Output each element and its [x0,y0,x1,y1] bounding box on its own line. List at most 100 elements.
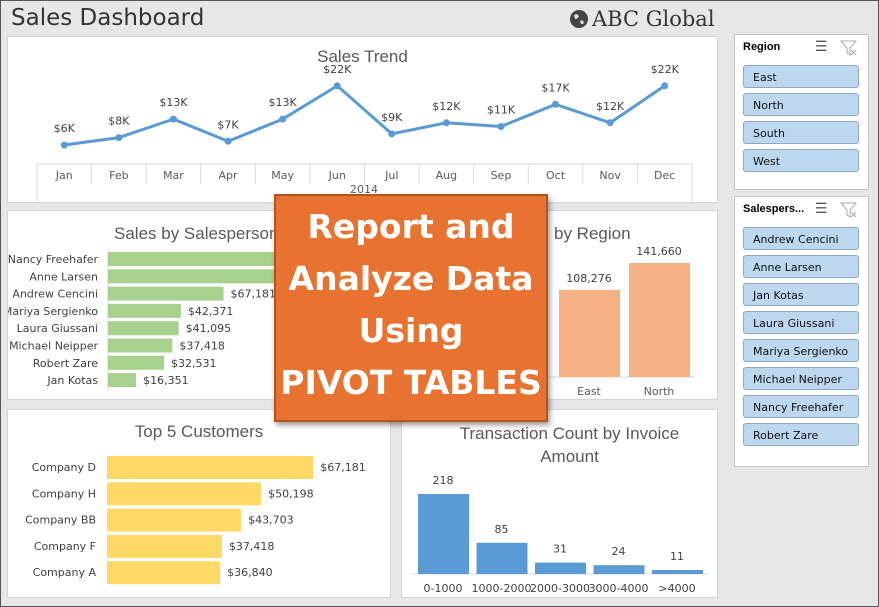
category-label: 0-1000 [424,582,463,595]
chart-title: Transaction Count by Invoice Amount [459,424,680,466]
data-label: $13K [269,96,298,109]
bar [629,262,690,377]
slicer-item[interactable]: Laura Giussani [743,311,859,334]
slicer-item[interactable]: South [743,121,859,144]
category-label: 2000-3000 [530,582,590,595]
bar [535,562,586,574]
bar [107,534,222,558]
category-label: Laura Giussani [17,322,98,335]
multi-select-icon[interactable]: ☰ [815,38,828,54]
brand-logo: ABC Global [569,7,715,31]
slicer-item[interactable]: Jan Kotas [743,283,859,306]
data-label: $6K [54,122,76,135]
brand-name: ABC Global [592,7,715,31]
transaction-plot: 218 0-1000 85 1000-2000 31 2000-3000 24 3000-40… [412,474,708,595]
category-label: 1000-2000 [472,582,532,595]
x-tick-label: Jan [55,169,73,182]
data-label: 141,660 [636,245,682,258]
bar [593,565,645,574]
data-point [279,115,287,123]
globe-icon [570,10,588,28]
slicer-item[interactable]: East [743,65,859,88]
clear-filter-icon[interactable] [840,40,858,56]
slicer-item[interactable]: Michael Neipper [743,367,859,390]
data-label: $12K [596,100,625,113]
bar [108,355,164,370]
x-tick-label: Nov [599,169,621,182]
data-label: $7K [217,118,239,131]
bar [418,493,469,574]
category-label: Nancy Freehafer [8,253,98,266]
salesperson-plot: Nancy Freehafer Anne Larsen Andrew Cencini… [8,249,308,391]
category-label: Company A [33,566,97,579]
region-slicer[interactable]: Region ☰ East North South West [734,34,869,190]
x-tick-label: Apr [219,169,239,182]
data-label: $12K [432,100,461,113]
slicer-item[interactable]: West [743,149,859,172]
category-label: 3000-4000 [589,582,649,595]
group-label: 2014 [350,183,378,196]
slicer-title: Region [743,41,781,53]
data-label: $50,198 [268,487,314,500]
data-point [442,119,450,127]
region-plot: 108,276 East 141,660 North [542,245,694,398]
data-label: $8K [108,115,130,128]
data-label: $9K [381,111,403,124]
data-label: $36,840 [227,566,273,579]
bar [107,508,242,532]
data-point [661,82,669,90]
overlay-line: Report and [307,207,515,246]
x-tick-label: Sep [491,169,512,182]
top-customers-chart[interactable]: Top 5 Customers Company D $67,181 Company … [7,409,391,598]
category-label: Robert Zare [33,357,99,370]
slicer-item[interactable]: Mariya Sergienko [743,339,859,362]
chart-title: by Region [554,224,631,243]
salesperson-slicer[interactable]: Salespers... ☰ Andrew Cencini Anne Larsen… [734,196,869,467]
category-label: East [577,385,601,398]
data-point [606,119,614,127]
x-tick-label: Dec [654,169,675,182]
category-label: Andrew Cencini [12,288,98,301]
data-point [224,137,232,145]
data-label: $42,371 [188,305,234,318]
data-label: $67,181 [231,288,277,301]
category-label: Company BB [25,514,96,527]
x-tick-label: Jul [384,169,398,182]
data-label: $41,095 [186,322,232,335]
bar [107,561,221,585]
data-label: 24 [612,545,626,558]
transaction-count-chart[interactable]: Transaction Count by Invoice Amount 218 0… [401,409,718,598]
bar [108,338,173,353]
data-label: $13K [159,96,188,109]
data-point [388,130,396,138]
sales-trend-chart[interactable]: Sales Trend Jan $6K Feb $8K Mar $13K Apr $7K May… [7,36,718,204]
data-point [115,134,123,142]
overlay-line: Using [358,311,464,350]
bar [652,569,703,574]
bar [108,373,137,388]
slicer-item[interactable]: Nancy Freehafer [743,395,859,418]
data-point [169,115,177,123]
data-point [60,141,68,149]
data-label: 218 [433,474,454,487]
slicer-item[interactable]: North [743,93,859,116]
data-point [333,82,341,90]
data-label: 11 [670,550,684,563]
bar [108,286,224,301]
customers-plot: Company D $67,181 Company H $50,198 Company … [25,456,366,585]
category-label: Company H [32,487,96,500]
multi-select-icon[interactable]: ☰ [815,200,828,216]
title-overlay-banner: Report and Analyze Data Using PIVOT TABL… [274,194,548,422]
chart-title: Sales Trend [317,47,408,66]
slicer-item[interactable]: Robert Zare [743,423,859,446]
clear-filter-icon[interactable] [840,202,858,218]
slicer-item[interactable]: Anne Larsen [743,255,859,278]
x-tick-label: Mar [163,169,184,182]
chart-title: Sales by Salesperson [114,224,279,243]
x-tick-label: Aug [436,169,457,182]
slicer-item[interactable]: Andrew Cencini [743,227,859,250]
data-label: $16,351 [143,374,189,387]
data-label: $11K [487,104,516,117]
data-point [497,123,505,130]
